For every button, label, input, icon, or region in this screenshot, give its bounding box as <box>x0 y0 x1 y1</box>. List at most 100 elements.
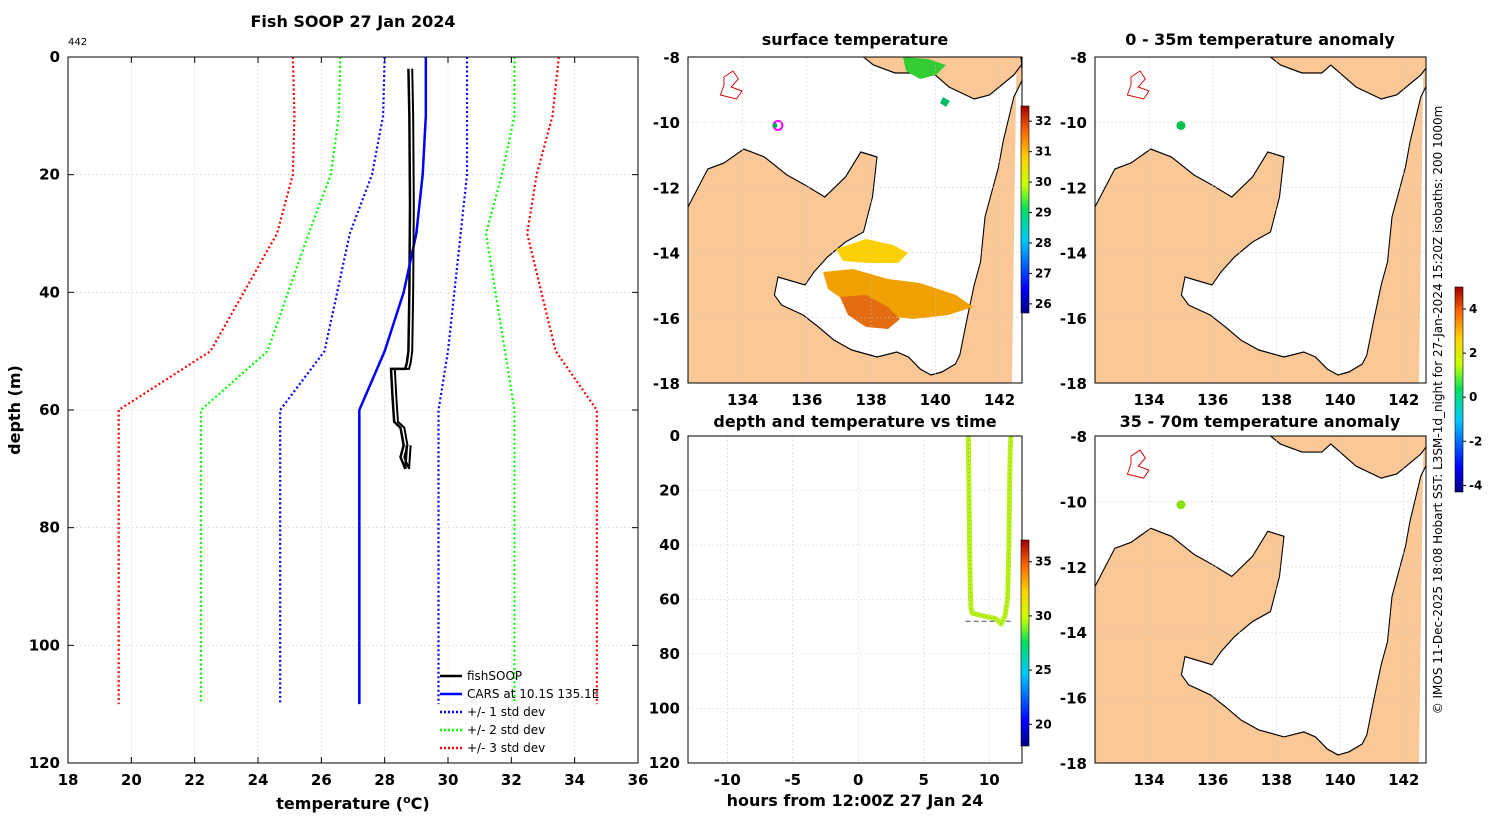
depth-time-y-tick-label: 20 <box>659 482 680 500</box>
profile-x-tick-label: 36 <box>628 771 649 789</box>
profile-x-tick-label: 30 <box>438 771 459 789</box>
depth-time-y-tick-label: 80 <box>659 645 680 663</box>
surface-temperature-colorbar <box>1020 105 1030 314</box>
colorbar-tick-label: 20 <box>1035 717 1052 731</box>
surface-temperature-y-tick-label: -14 <box>653 245 680 263</box>
anomaly-35-70m-y-tick-label: -8 <box>1070 428 1087 446</box>
anomaly-0-35m-map-area <box>1095 57 1426 383</box>
profile-series-line-4 <box>117 56 296 705</box>
profile-series-line-upper-3 <box>484 57 516 705</box>
profile-series-line-0 <box>389 68 412 470</box>
legend-entry-label: +/- 3 std dev <box>467 741 545 755</box>
depth-time-x-tick-label: 10 <box>979 771 1000 789</box>
surface-temperature-x-tick-label: 140 <box>920 391 951 409</box>
anomaly-35-70m-tick-labels: 134 136 138 140 142 -8 -10 -12 -14 -16 -18 <box>1060 428 1419 789</box>
profile-chart: Fish SOOP 27 Jan 2024 442 18 20 22 24 26 28 30… <box>5 12 648 813</box>
depth-time-grid <box>688 435 1022 764</box>
legend-entry-label: fishSOOP <box>467 669 522 683</box>
anomaly-35-70m-marker <box>1176 500 1186 510</box>
anomaly-35-70m-y-tick-label: -14 <box>1060 624 1087 642</box>
colorbar-tick-label: 2 <box>1469 346 1477 360</box>
anomaly-35-70m-x-tick-label: 140 <box>1324 771 1355 789</box>
depth-time-y-tick-label: 40 <box>659 536 680 554</box>
colorbar-tick-label: 4 <box>1469 302 1477 316</box>
depth-time-colorbar <box>1020 539 1030 747</box>
surface-temperature-y-tick-label: -18 <box>653 375 680 393</box>
surface-temperature-x-tick-label: 134 <box>727 391 758 409</box>
colorbar-tick-label: -2 <box>1469 434 1482 448</box>
anomaly-colorbar-ticks: -4 -2 0 2 4 <box>1463 302 1482 492</box>
anomaly-35-70m-x-tick-label: 142 <box>1388 771 1419 789</box>
anomaly-0-35m-title: 0 - 35m temperature anomaly <box>1125 30 1395 49</box>
anomaly-35-70m-y-tick-label: -12 <box>1060 559 1087 577</box>
colorbar-tick-label: 29 <box>1035 206 1052 220</box>
colorbar-tick-label: 30 <box>1035 609 1052 623</box>
profile-x-tick-label: 18 <box>58 771 79 789</box>
surface-temperature-x-tick-label: 142 <box>984 391 1015 409</box>
depth-time-x-tick-label: 0 <box>853 771 863 789</box>
profile-series-line-0-strand <box>393 68 415 470</box>
anomaly-35-70m-title: 35 - 70m temperature anomaly <box>1120 412 1401 431</box>
colorbar-tick-label: 28 <box>1035 236 1052 250</box>
profile-y-tick-label: 20 <box>39 166 60 184</box>
surface-temperature-x-tick-label: 136 <box>791 391 822 409</box>
cars-location-dot <box>772 122 778 128</box>
anomaly-0-35m-y-tick-label: -18 <box>1060 375 1087 393</box>
profile-x-tick-labels: 18 20 22 24 26 28 30 32 34 36 <box>58 771 649 789</box>
anomaly-0-35m-y-tick-label: -14 <box>1060 245 1087 263</box>
surface-temperature-title: surface temperature <box>762 30 949 49</box>
depth-time-trace-points <box>967 435 1012 626</box>
anomaly-35-70m-x-tick-label: 138 <box>1261 771 1292 789</box>
anomaly-35-70m-y-tick-label: -16 <box>1060 690 1087 708</box>
anomaly-35-70m-x-tick-label: 136 <box>1197 771 1228 789</box>
anomaly-0-35m-y-tick-label: -12 <box>1060 179 1087 197</box>
profile-grid <box>67 56 639 764</box>
profile-x-tick-label: 26 <box>311 771 332 789</box>
depth-time-chart: depth and temperature vs time -10 -5 0 5 100… <box>649 412 1052 810</box>
legend-entry-label: +/- 1 std dev <box>467 705 545 719</box>
anomaly-0-35m-x-tick-label: 134 <box>1133 391 1164 409</box>
depth-time-y-tick-label: 60 <box>659 591 680 609</box>
colorbar-tick-label: -4 <box>1469 478 1482 492</box>
depth-time-y-tick-label: 120 <box>649 754 680 772</box>
anomaly-35-70m-dot <box>1176 500 1186 510</box>
profile-x-tick-label: 20 <box>121 771 142 789</box>
anomaly-35-70m-y-tick-label: -10 <box>1060 493 1087 511</box>
cars-location-marker <box>772 119 784 131</box>
colorbar-tick-label: 30 <box>1035 175 1052 189</box>
surface-temperature-colorbar-ticks: 26 27 28 29 30 31 32 <box>1029 114 1052 311</box>
anomaly-0-35m-dot <box>1176 120 1186 130</box>
profile-y-tick-label: 120 <box>29 754 60 772</box>
profile-axes-frame <box>67 56 639 764</box>
profile-y-tick-label: 40 <box>39 283 60 301</box>
anomaly-35-70m-grid <box>1095 436 1426 763</box>
profile-y-axis-label: depth (m) <box>5 365 24 455</box>
profile-y-tick-label: 100 <box>29 636 60 654</box>
legend-entry-label: CARS at 10.1S 135.1E <box>467 687 599 701</box>
surface-temperature-y-tick-label: -8 <box>663 49 680 67</box>
depth-time-trace <box>965 435 1014 627</box>
profile-y-tick-label: 60 <box>39 401 60 419</box>
anomaly-0-35m-x-tick-label: 136 <box>1197 391 1228 409</box>
profile-series-line-upper-4 <box>526 56 598 705</box>
surface-temperature-y-tick-label: -16 <box>653 310 680 328</box>
anomaly-35-70m-x-tick-label: 134 <box>1133 771 1164 789</box>
anomaly-0-35m-x-tick-label: 138 <box>1261 391 1292 409</box>
anomaly-colorbar <box>1454 286 1464 493</box>
colorbar-tick-label: 0 <box>1469 390 1477 404</box>
depth-time-title: depth and temperature vs time <box>713 412 996 431</box>
anomaly-35-70m-frame <box>1094 435 1427 764</box>
surface-temperature-y-tick-label: -10 <box>653 114 680 132</box>
profile-chart-title: Fish SOOP 27 Jan 2024 <box>251 12 456 31</box>
footer-credit: © IMOS 11-Dec-2025 18:08 Hobart SST: L3S… <box>1431 106 1445 715</box>
depth-time-colorbar-ticks: 20 25 30 35 <box>1029 555 1052 731</box>
anomaly-0-35m-tick-labels: 134 136 138 140 142 -8 -10 -12 -14 -16 -18 <box>1060 49 1419 409</box>
profile-series-line-1 <box>358 57 428 705</box>
profile-x-axis-label: temperature (oC) <box>276 793 429 813</box>
surface-temperature-map-area <box>688 57 1022 383</box>
profile-series-line-upper-2 <box>437 57 469 705</box>
depth-time-x-tick-label: 5 <box>919 771 929 789</box>
depth-time-x-tick-label: -10 <box>714 771 741 789</box>
colorbar-tick-label: 31 <box>1035 145 1052 159</box>
profile-x-tick-label: 28 <box>374 771 395 789</box>
